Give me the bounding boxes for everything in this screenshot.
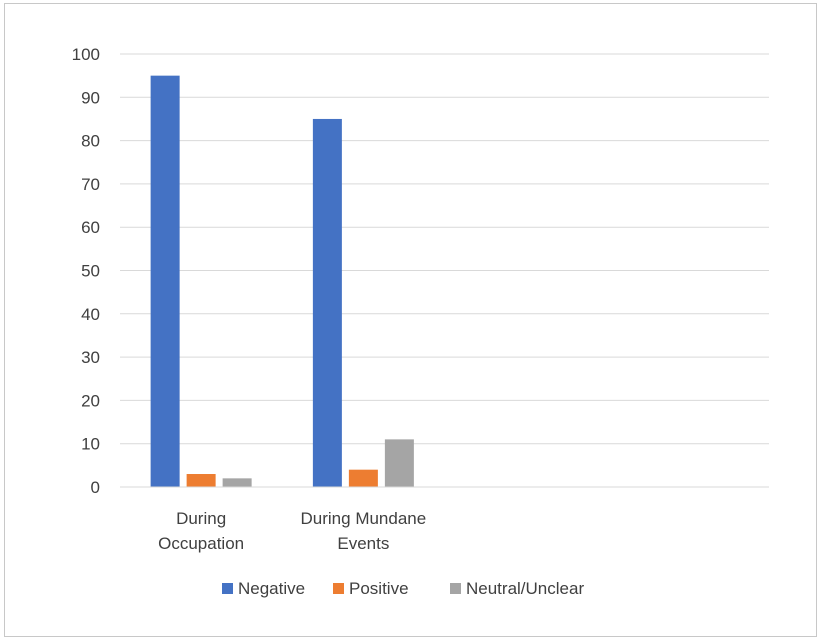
legend-label: Neutral/Unclear	[466, 579, 584, 598]
y-tick-label: 60	[81, 218, 100, 237]
category-label: Occupation	[158, 534, 244, 553]
y-tick-label: 20	[81, 391, 100, 410]
bar-positive-0	[186, 474, 216, 487]
y-tick-label: 90	[81, 88, 100, 107]
y-tick-label: 100	[72, 45, 100, 64]
category-label: During Mundane	[301, 509, 427, 528]
legend-item-negative: Negative	[222, 579, 305, 598]
category-label: During	[176, 509, 226, 528]
y-tick-label: 10	[81, 435, 100, 454]
y-tick-label: 50	[81, 262, 100, 281]
legend-item-positive: Positive	[333, 579, 409, 598]
bar-positive-1	[348, 469, 378, 487]
legend-item-neutral-unclear: Neutral/Unclear	[450, 579, 584, 598]
legend: Negative Positive Neutral/Unclear	[222, 579, 584, 598]
legend-swatch	[333, 583, 344, 594]
bar-negative-0	[150, 75, 180, 488]
y-tick-label: 80	[81, 132, 100, 151]
legend-swatch	[222, 583, 233, 594]
gridlines	[120, 53, 769, 445]
y-tick-label: 40	[81, 305, 100, 324]
category-label: Events	[337, 534, 389, 553]
bar-neutral-unclear-1	[384, 439, 414, 487]
y-axis-tick-labels: 0 10 20 30 40 50 60 70 80 90 100	[72, 45, 100, 497]
y-tick-label: 70	[81, 175, 100, 194]
bars	[150, 75, 414, 488]
chart-frame	[4, 3, 817, 637]
category-labels: During Occupation During Mundane Events	[158, 509, 426, 553]
legend-label: Negative	[238, 579, 305, 598]
y-tick-label: 0	[91, 478, 100, 497]
legend-swatch	[450, 583, 461, 594]
bar-negative-1	[312, 118, 342, 487]
y-tick-label: 30	[81, 348, 100, 367]
legend-label: Positive	[349, 579, 409, 598]
bar-neutral-unclear-0	[222, 478, 252, 487]
